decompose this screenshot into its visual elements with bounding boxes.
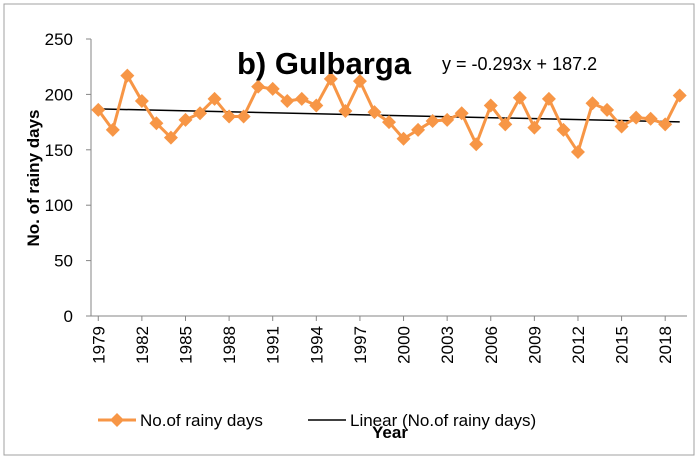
data-point (600, 102, 615, 117)
x-tick-label: 1994 (307, 326, 326, 364)
x-tick-label: 1979 (89, 326, 108, 364)
data-point (643, 111, 658, 126)
x-tick-label: 1991 (264, 326, 283, 364)
y-tick-label: 200 (45, 85, 73, 104)
data-point (512, 90, 527, 105)
x-tick-label: 1985 (176, 326, 195, 364)
data-point (105, 122, 120, 137)
data-point (382, 115, 396, 130)
data-point (396, 131, 411, 146)
data-point (120, 68, 135, 83)
y-axis-label: No. of rainy days (24, 110, 43, 247)
legend-label: Linear (No.of rainy days) (350, 411, 536, 430)
data-point (672, 88, 687, 103)
data-point (251, 79, 266, 94)
y-tick-label: 100 (45, 196, 73, 215)
data-point (352, 74, 367, 89)
data-point (483, 98, 498, 113)
x-tick-label: 2018 (656, 326, 675, 364)
data-point (323, 71, 338, 86)
data-point (498, 117, 513, 132)
x-tick-label: 1982 (133, 326, 152, 364)
data-point (222, 109, 237, 124)
x-tick-label: 1988 (220, 326, 239, 364)
x-tick-label: 2000 (395, 326, 414, 364)
legend-label: No.of rainy days (140, 411, 263, 430)
legend-marker (110, 413, 124, 427)
x-tick-label: 2009 (525, 326, 544, 364)
y-tick-label: 50 (54, 252, 73, 271)
data-point (541, 91, 556, 106)
data-point (193, 106, 208, 121)
data-point (91, 102, 106, 117)
y-tick-label: 150 (45, 141, 73, 160)
data-point (585, 96, 600, 111)
data-point (469, 137, 484, 152)
y-tick-label: 0 (64, 307, 73, 326)
data-point (178, 112, 193, 127)
data-point (163, 130, 178, 145)
x-tick-label: 2015 (613, 326, 632, 364)
data-point (134, 94, 149, 109)
data-point (570, 145, 585, 160)
data-point (454, 106, 469, 121)
x-tick-label: 2006 (482, 326, 501, 364)
data-point (338, 104, 353, 119)
x-tick-label: 2003 (438, 326, 457, 364)
data-point (309, 98, 324, 113)
data-point (265, 81, 280, 96)
trend-equation: y = -0.293x + 187.2 (442, 54, 597, 74)
data-point (294, 91, 309, 106)
x-tick-label: 2012 (569, 326, 588, 364)
data-point (658, 117, 673, 132)
data-point (440, 112, 455, 127)
data-point (149, 116, 164, 131)
x-tick-label: 1997 (351, 326, 370, 364)
data-point (367, 105, 382, 120)
data-point (236, 109, 251, 124)
data-point (280, 94, 295, 109)
chart-frame (3, 3, 695, 456)
x-axis-label: Year (372, 423, 408, 442)
data-point (556, 122, 571, 137)
data-point (411, 122, 426, 137)
data-point (527, 120, 542, 135)
y-tick-label: 250 (45, 30, 73, 49)
data-point (207, 91, 222, 106)
data-point (425, 113, 440, 128)
data-point (629, 110, 644, 125)
chart-title: b) Gulbarga (237, 46, 412, 81)
data-point (614, 119, 629, 134)
